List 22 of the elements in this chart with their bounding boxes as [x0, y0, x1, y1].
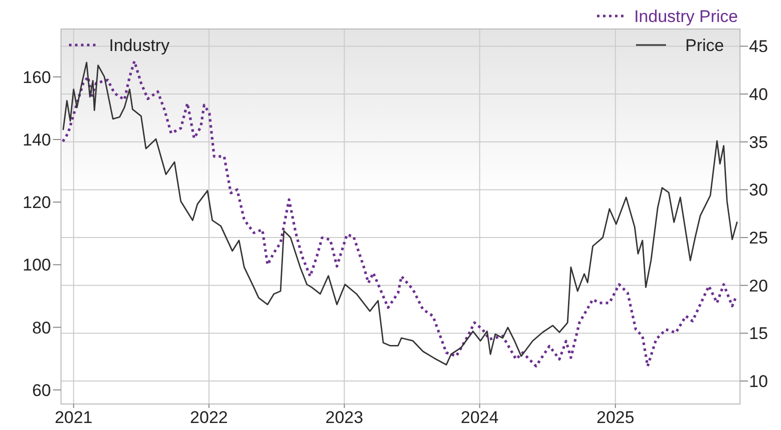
y-tick-label: 140	[22, 130, 51, 150]
x-tick-label: 2022	[190, 408, 228, 427]
x-tick-label: 2024	[460, 408, 499, 427]
y2-tick-label: 35	[749, 132, 768, 152]
y2-tick-label: 20	[749, 276, 768, 296]
y-axis-title: Industry	[109, 36, 170, 55]
y-tick-label: 100	[22, 256, 51, 275]
y2-axis-title: Price	[685, 36, 724, 55]
x-tick-label: 2021	[54, 408, 93, 427]
y-tick-label: 120	[22, 193, 51, 212]
y2-tick-label: 30	[749, 180, 768, 200]
y2-tick-label: 45	[749, 37, 768, 56]
y2-tick-label: 10	[749, 372, 768, 391]
x-tick-label: 2023	[325, 408, 364, 427]
y-tick-label: 60	[32, 380, 51, 400]
y2-tick-label: 15	[749, 324, 768, 344]
y-tick-label: 80	[32, 318, 51, 338]
y-tick-label: 160	[22, 68, 51, 87]
y2-tick-label: 25	[749, 228, 768, 248]
y2-tick-label: 40	[749, 85, 768, 104]
legend-label: Industry Price	[634, 6, 738, 26]
x-tick-label: 2025	[596, 408, 634, 427]
